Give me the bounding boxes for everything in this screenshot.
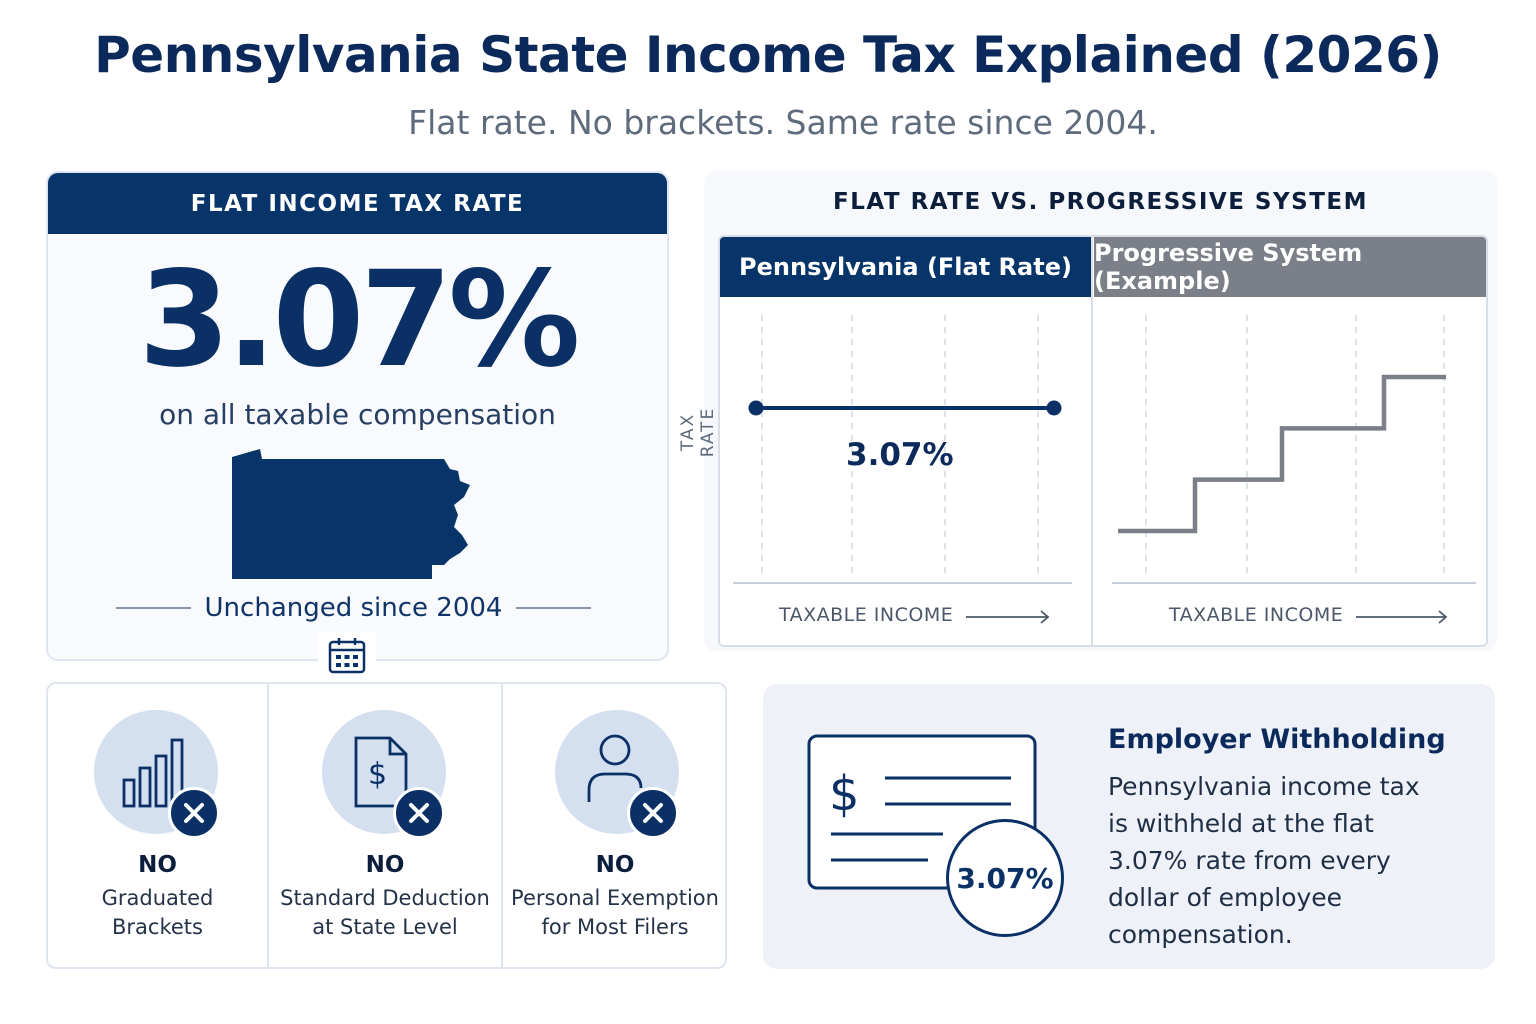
x-badge-icon — [168, 787, 220, 839]
comparison-chart — [733, 315, 1476, 624]
flat-rate-card: FLAT INCOME TAX RATE 3.07% on all taxabl… — [46, 171, 669, 661]
divider-line-left — [116, 607, 191, 609]
progressive-step-line — [1118, 374, 1446, 534]
feature-no-label: NO — [138, 852, 177, 878]
svg-text:$: $ — [829, 766, 860, 822]
comparison-panel: FLAT RATE VS. PROGRESSIVE SYSTEM Pennsyl… — [704, 171, 1497, 651]
grid-lines — [761, 315, 1445, 577]
document-dollar-icon: $ — [354, 736, 408, 808]
feature-description: Graduated Brackets — [48, 884, 267, 942]
feature-desc-line: at State Level — [312, 915, 458, 939]
person-icon — [587, 734, 643, 802]
page-subtitle: Flat rate. No brackets. Same rate since … — [408, 103, 1158, 142]
progressive-header: Progressive System (Example) — [1094, 237, 1486, 297]
big-rate-value: 3.07% — [138, 243, 581, 397]
calendar-icon — [318, 632, 376, 680]
feature-no-label: NO — [595, 852, 635, 878]
axis-arrows — [966, 610, 1448, 624]
feature-separator — [501, 684, 503, 969]
unchanged-since-row: Unchanged since 2004 — [116, 593, 591, 623]
x-badge-icon — [627, 787, 679, 839]
withholding-body-line: 3.07% rate from every — [1108, 846, 1391, 875]
feature-description: Personal Exemption for Most Filers — [503, 884, 727, 942]
flat-rate-data-label: 3.07% — [846, 437, 954, 473]
y-axis-label: TAX RATE — [678, 406, 718, 458]
flat-x-axis-label: TAXABLE INCOME — [779, 604, 954, 626]
no-features-card: NO Graduated Brackets $ NO Standard Dedu… — [46, 682, 727, 969]
chart-divider — [1091, 237, 1093, 645]
x-badge-icon — [393, 787, 445, 839]
feature-no-brackets: NO Graduated Brackets — [48, 684, 267, 969]
withholding-body-line: compensation. — [1108, 920, 1293, 949]
progressive-x-axis-label: TAXABLE INCOME — [1169, 604, 1344, 626]
flat-rate-series — [748, 400, 1062, 416]
feature-no-personal-exemption: NO Personal Exemption for Most Filers — [503, 684, 727, 969]
feature-description: Standard Deduction at State Level — [269, 884, 501, 942]
feature-desc-line: for Most Filers — [541, 915, 689, 939]
flat-rate-point — [748, 400, 764, 416]
feature-desc-line: Graduated — [101, 886, 214, 910]
feature-separator — [267, 684, 269, 969]
page-title: Pennsylvania State Income Tax Explained … — [94, 26, 1442, 84]
flat-rate-point — [1046, 400, 1062, 416]
feature-desc-line: Brackets — [112, 915, 203, 939]
feature-desc-line: Personal Exemption — [511, 886, 719, 910]
rate-card-header: FLAT INCOME TAX RATE — [48, 173, 667, 234]
flat-rate-header: Pennsylvania (Flat Rate) — [720, 237, 1091, 297]
comparison-chart-box: Pennsylvania (Flat Rate) Progressive Sys… — [718, 235, 1488, 647]
withholding-body-line: dollar of employee — [1108, 883, 1343, 912]
withholding-title: Employer Withholding — [1108, 724, 1446, 755]
feature-no-label: NO — [365, 852, 405, 878]
feature-no-standard-deduction: $ NO Standard Deduction at State Level — [269, 684, 501, 969]
withholding-rate-badge: 3.07% — [946, 819, 1064, 937]
withholding-body-line: Pennsylvania income tax — [1108, 772, 1420, 801]
progressive-series — [1118, 374, 1446, 534]
employer-withholding-card: $ 3.07% Employer Withholding Pennsylvani… — [763, 684, 1495, 969]
divider-line-right — [516, 607, 591, 609]
unchanged-since-text: Unchanged since 2004 — [204, 593, 503, 623]
comparison-title: FLAT RATE VS. PROGRESSIVE SYSTEM — [833, 189, 1368, 215]
withholding-body-line: is withheld at the flat — [1108, 809, 1374, 838]
rate-caption: on all taxable compensation — [159, 398, 556, 431]
pennsylvania-map-icon — [232, 449, 470, 579]
feature-desc-line: Standard Deduction — [280, 886, 490, 910]
svg-text:$: $ — [368, 757, 387, 792]
withholding-body: Pennsylvania income tax is withheld at t… — [1108, 768, 1458, 953]
